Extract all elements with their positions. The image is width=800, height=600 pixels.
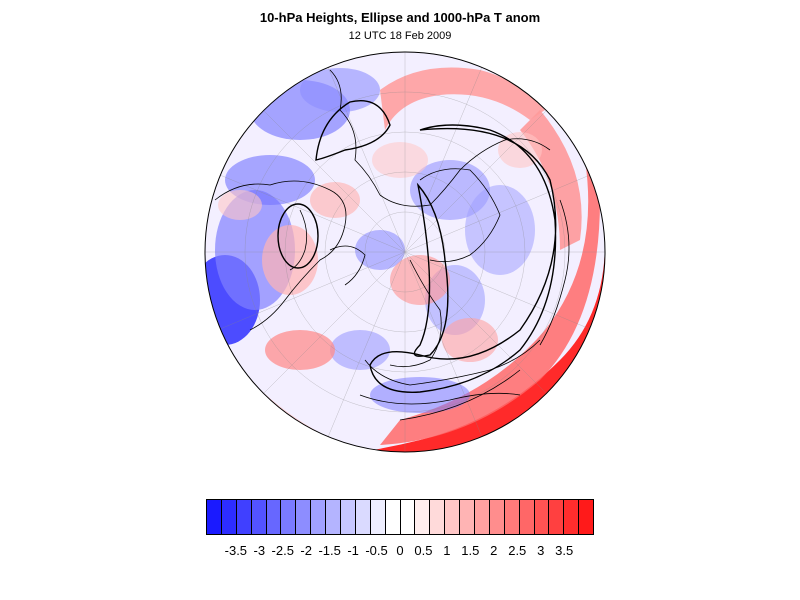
colorbar-label: 0.5 (414, 543, 433, 558)
colorbar-swatch (549, 500, 565, 534)
colorbar-swatch (266, 500, 282, 534)
colorbar-swatch (385, 500, 401, 534)
colorbar-swatch (534, 500, 550, 534)
map-title: 10-hPa Heights, Ellipse and 1000-hPa T a… (259, 10, 541, 25)
colorbar-swatch (221, 500, 237, 534)
colorbar-label: -3.5 (224, 543, 248, 558)
map-boundary (204, 51, 606, 453)
colorbar-swatch (460, 500, 476, 534)
colorbar-swatch (326, 500, 342, 534)
colorbar-swatch (519, 500, 535, 534)
colorbar-swatch (355, 500, 371, 534)
colorbar-label: 2.5 (508, 543, 527, 558)
colorbar-labels: -3.5 -3 -2.5 -2 -1.5 -1 -0.5 0 0.5 1 1.5 2 2.5 3 3.5 (0, 543, 800, 563)
colorbar (206, 499, 594, 535)
coastlines (214, 69, 570, 405)
colorbar-swatch (281, 500, 297, 534)
colorbar-swatch (400, 500, 416, 534)
colorbar-label: -1.5 (318, 543, 341, 558)
colorbar-swatch (430, 500, 446, 534)
colorbar-label: 1 (443, 543, 451, 558)
colorbar-label: 2 (490, 543, 498, 558)
colorbar-label: -0.5 (365, 543, 388, 558)
colorbar-swatch (415, 500, 431, 534)
anomaly-field (205, 52, 605, 452)
colorbar-label: 3.5 (555, 543, 574, 558)
colorbar-label: -3 (253, 543, 266, 558)
colorbar-label: 3 (537, 543, 545, 558)
colorbar-label: 0 (396, 543, 404, 558)
colorbar-label: -2.5 (271, 543, 294, 558)
vortex-contours (277, 100, 557, 393)
colorbar-swatch (311, 500, 327, 534)
colorbar-swatch (564, 500, 580, 534)
colorbar-swatch (296, 500, 312, 534)
map-subtitle: 12 UTC 18 Feb 2009 (348, 30, 452, 42)
colorbar-swatch (207, 500, 222, 534)
colorbar-swatch (341, 500, 356, 534)
colorbar-swatch (489, 500, 505, 534)
colorbar-label: -1 (347, 543, 359, 558)
colorbar-swatch (579, 500, 594, 534)
colorbar-swatch (445, 500, 461, 534)
colorbar-swatch (475, 500, 490, 534)
colorbar-swatch (370, 500, 386, 534)
colorbar-swatch (504, 500, 520, 534)
colorbar-swatch (236, 500, 252, 534)
colorbar-swatch (251, 500, 267, 534)
colorbar-label: -2 (300, 543, 312, 558)
colorbar-label: 1.5 (461, 543, 480, 558)
